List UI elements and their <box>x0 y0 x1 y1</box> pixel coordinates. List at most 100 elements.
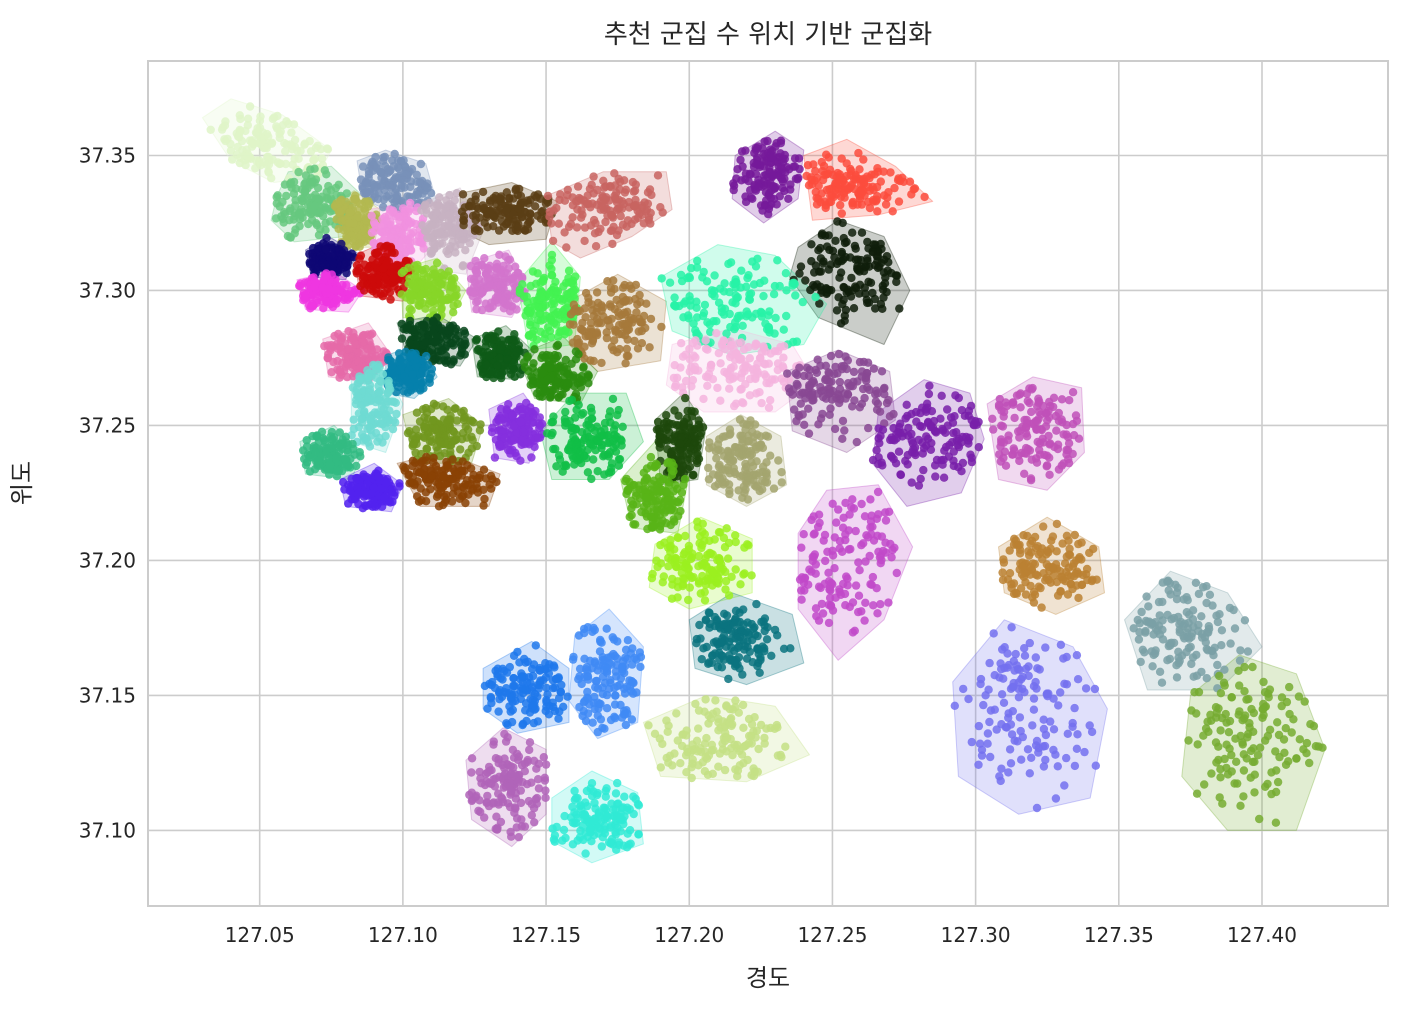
data-point <box>807 240 816 249</box>
data-point <box>591 445 600 455</box>
data-point <box>888 207 897 216</box>
data-point <box>300 139 310 148</box>
data-point <box>458 262 467 271</box>
data-point <box>438 239 447 248</box>
data-point <box>365 423 374 432</box>
data-point <box>419 244 428 253</box>
data-point <box>419 432 428 441</box>
data-point <box>335 207 345 216</box>
data-point <box>524 331 533 340</box>
data-point <box>254 138 264 148</box>
data-point <box>914 481 924 490</box>
data-point <box>317 154 327 163</box>
data-point <box>592 330 602 340</box>
data-point <box>745 295 755 304</box>
data-point <box>589 455 598 464</box>
data-point <box>397 334 407 343</box>
data-point <box>520 363 530 372</box>
data-point <box>859 174 868 183</box>
data-point <box>870 261 880 270</box>
data-point <box>431 290 440 299</box>
data-point <box>855 194 865 203</box>
data-point <box>345 208 354 217</box>
data-point <box>762 478 772 487</box>
data-point <box>282 191 291 201</box>
data-point <box>350 195 360 204</box>
data-point <box>735 415 745 424</box>
data-point <box>425 373 434 383</box>
cluster-points <box>356 149 436 217</box>
data-point <box>446 282 456 291</box>
data-point <box>754 175 763 185</box>
data-point <box>849 367 859 377</box>
data-point <box>831 236 840 245</box>
data-point <box>423 233 432 243</box>
data-point <box>581 288 591 298</box>
data-point <box>591 219 600 228</box>
data-point <box>348 439 357 449</box>
data-point <box>698 273 707 282</box>
data-point <box>414 264 423 274</box>
data-point <box>451 225 460 235</box>
data-point <box>871 304 880 313</box>
data-point <box>407 164 417 174</box>
data-point <box>751 445 761 454</box>
data-point <box>698 423 708 432</box>
data-point <box>776 342 785 352</box>
data-point <box>397 268 406 278</box>
data-point <box>724 371 734 380</box>
data-point <box>777 478 786 487</box>
data-point <box>880 191 889 200</box>
data-point <box>322 233 331 243</box>
data-point <box>459 235 468 244</box>
data-point <box>837 249 846 258</box>
data-point <box>924 389 934 399</box>
data-point <box>296 279 305 288</box>
data-point <box>566 440 576 449</box>
data-point <box>826 388 835 398</box>
data-point <box>777 164 786 174</box>
data-point <box>512 452 521 461</box>
data-point <box>703 345 712 354</box>
data-point <box>305 453 314 462</box>
data-point <box>841 180 850 189</box>
data-point <box>996 457 1005 466</box>
data-point <box>354 393 363 402</box>
data-point <box>616 211 625 221</box>
data-point <box>418 298 427 308</box>
data-point <box>566 219 576 229</box>
data-point <box>903 460 912 469</box>
data-point <box>327 240 336 250</box>
data-point <box>516 191 526 201</box>
data-point <box>412 408 422 417</box>
data-point <box>691 336 700 345</box>
data-point <box>411 190 421 200</box>
data-point <box>253 127 263 137</box>
data-point <box>379 404 388 413</box>
data-point <box>822 284 831 293</box>
data-point <box>495 440 504 449</box>
data-point <box>574 350 583 359</box>
data-point <box>379 219 388 229</box>
data-point <box>502 206 511 215</box>
data-point <box>1045 440 1054 449</box>
data-point <box>550 299 559 308</box>
data-point <box>763 432 773 441</box>
data-point <box>472 305 481 314</box>
data-point <box>751 373 760 382</box>
data-point <box>1000 447 1010 456</box>
cluster-points <box>305 233 358 282</box>
data-point <box>592 303 602 313</box>
data-point <box>953 440 963 450</box>
data-point <box>687 426 697 436</box>
cluster-hull <box>952 619 1108 815</box>
data-point <box>762 468 771 477</box>
data-point <box>855 357 865 367</box>
data-point <box>807 257 816 266</box>
data-point <box>868 455 878 465</box>
data-point <box>771 313 780 323</box>
data-point <box>291 184 301 193</box>
data-point <box>615 455 625 464</box>
data-point <box>401 347 410 357</box>
